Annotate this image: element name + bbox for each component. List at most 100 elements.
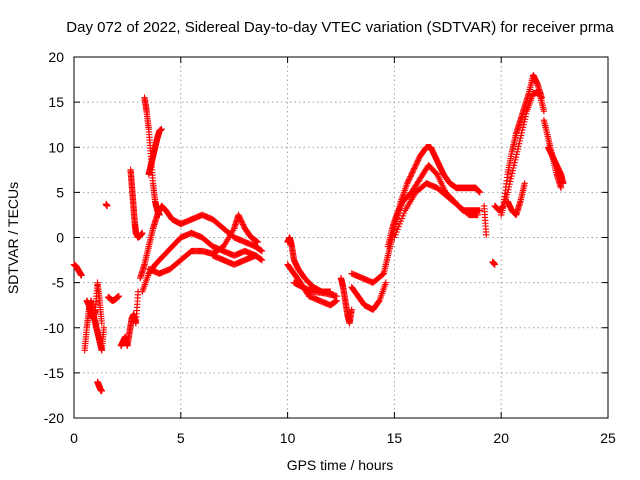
- x-tick-label: 5: [177, 430, 185, 446]
- y-tick-label: -15: [44, 365, 64, 381]
- data-point: [258, 256, 266, 264]
- data-point: [405, 177, 412, 184]
- y-axis-ticks: -20 -15 -10 -5 0 5 10 15 20: [44, 49, 608, 426]
- data-point: [398, 200, 405, 208]
- data-point: [512, 156, 519, 164]
- data-point: [397, 202, 405, 209]
- data-point: [508, 170, 516, 177]
- data-point: [513, 151, 520, 158]
- data-point: [394, 209, 402, 216]
- data-point: [252, 252, 259, 259]
- y-tick-label: 15: [48, 94, 64, 110]
- data-point: [115, 292, 123, 300]
- data-point: [399, 212, 407, 220]
- x-tick-label: 0: [70, 430, 78, 446]
- y-tick-label: -5: [52, 275, 65, 291]
- data-point: [395, 207, 402, 215]
- data-point: [393, 228, 400, 236]
- data-point: [400, 209, 408, 217]
- data-point: [391, 234, 398, 241]
- data-point: [519, 124, 527, 131]
- x-tick-label: 10: [280, 430, 296, 446]
- data-point: [405, 176, 413, 183]
- data-point: [506, 181, 513, 188]
- data-point: [396, 204, 403, 212]
- data-point: [476, 207, 484, 214]
- x-tick-label: 20: [493, 430, 509, 446]
- data-point: [517, 132, 525, 139]
- data-point: [78, 272, 85, 279]
- data-point: [522, 110, 530, 118]
- data-point: [240, 222, 247, 229]
- data-point: [483, 231, 490, 238]
- data-point: [512, 153, 520, 161]
- data-point: [379, 271, 386, 278]
- data-point: [237, 215, 244, 223]
- y-tick-label: 0: [56, 230, 64, 246]
- data-point: [411, 163, 419, 171]
- data-point: [397, 203, 404, 211]
- data-point: [158, 126, 165, 133]
- data-point: [395, 206, 403, 213]
- data-point: [237, 217, 245, 224]
- data-points: [70, 71, 567, 395]
- data-point: [509, 167, 516, 174]
- x-axis-ticks: 0 5 10 15 20 25: [70, 57, 616, 446]
- data-point: [516, 137, 523, 145]
- data-point: [414, 157, 422, 164]
- y-tick-label: 5: [56, 184, 64, 200]
- data-point: [414, 158, 421, 165]
- data-point: [411, 165, 418, 172]
- data-point: [333, 292, 340, 300]
- data-point: [510, 164, 517, 172]
- x-axis-label: GPS time / hours: [287, 457, 394, 473]
- data-point: [393, 211, 400, 219]
- chart-title: Day 072 of 2022, Sidereal Day-to-day VTE…: [66, 19, 614, 36]
- data-point: [395, 223, 402, 230]
- data-point: [239, 219, 246, 227]
- data-point: [412, 161, 420, 168]
- data-point: [235, 213, 243, 220]
- data-point: [519, 126, 526, 134]
- data-point: [522, 113, 529, 120]
- data-point: [407, 172, 415, 179]
- data-point: [474, 211, 481, 219]
- data-point: [521, 180, 528, 187]
- data-point: [393, 210, 401, 217]
- data-point: [415, 155, 422, 163]
- data-point: [406, 174, 413, 182]
- data-point: [540, 107, 548, 115]
- data-point: [238, 218, 245, 225]
- data-point: [139, 229, 146, 237]
- data-point: [98, 387, 105, 395]
- y-tick-label: -20: [44, 410, 64, 426]
- data-point: [404, 178, 412, 186]
- data-point: [394, 226, 401, 233]
- data-point: [506, 178, 514, 185]
- data-point: [375, 298, 383, 305]
- data-point: [382, 279, 390, 286]
- data-point: [514, 145, 522, 153]
- data-point: [557, 184, 565, 192]
- data-point: [511, 159, 518, 166]
- data-point: [409, 169, 416, 176]
- x-tick-label: 15: [387, 430, 403, 446]
- data-point: [413, 159, 421, 167]
- data-point: [521, 118, 528, 126]
- data-point: [559, 180, 567, 187]
- data-point: [520, 121, 527, 128]
- data-point: [514, 148, 521, 155]
- data-point: [98, 320, 105, 327]
- data-point: [103, 202, 111, 210]
- data-point: [476, 189, 484, 196]
- data-point: [397, 218, 405, 225]
- data-point: [239, 221, 247, 228]
- data-point: [404, 180, 411, 187]
- data-point: [392, 231, 399, 238]
- data-point: [515, 143, 522, 150]
- data-point: [505, 183, 513, 191]
- data-point: [235, 211, 242, 219]
- data-point: [396, 220, 403, 228]
- data-point: [258, 247, 266, 255]
